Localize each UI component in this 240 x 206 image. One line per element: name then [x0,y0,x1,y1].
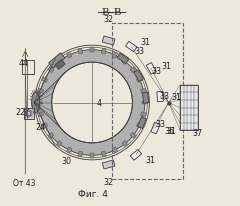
Polygon shape [122,141,128,147]
Polygon shape [130,133,137,139]
Polygon shape [141,89,146,94]
Text: 31: 31 [162,61,172,70]
Bar [180,85,198,131]
Polygon shape [55,60,65,70]
Polygon shape [138,117,146,129]
Bar [24,108,34,119]
Polygon shape [151,123,160,134]
Text: 33: 33 [160,91,170,100]
Text: 31: 31 [166,126,176,135]
Polygon shape [66,53,72,59]
Text: 31: 31 [140,38,150,47]
Polygon shape [146,63,156,75]
Circle shape [39,50,145,156]
Polygon shape [102,49,106,55]
Text: 37: 37 [192,128,203,137]
Ellipse shape [32,93,39,113]
Text: 33: 33 [134,47,144,56]
Text: 32: 32 [103,15,114,24]
Polygon shape [56,59,62,65]
Polygon shape [37,101,42,105]
Text: 31: 31 [145,155,155,164]
Polygon shape [117,54,129,64]
Bar [22,61,34,74]
Polygon shape [90,48,94,53]
Bar [112,24,183,179]
Polygon shape [90,153,94,158]
Polygon shape [157,92,163,102]
Polygon shape [143,93,149,104]
Text: 22: 22 [15,107,25,116]
Text: 30: 30 [61,156,71,165]
Text: 24: 24 [35,123,45,132]
Polygon shape [66,147,72,153]
Text: В–В: В–В [102,8,122,17]
Polygon shape [78,151,83,157]
Polygon shape [78,49,83,55]
Polygon shape [137,77,143,83]
Polygon shape [102,151,106,157]
Polygon shape [137,123,143,129]
Polygon shape [142,101,147,105]
Polygon shape [130,67,137,73]
Polygon shape [112,147,118,153]
Polygon shape [141,112,146,117]
Text: 44: 44 [18,59,28,68]
Polygon shape [134,70,144,82]
Polygon shape [41,77,48,83]
Text: От 43: От 43 [13,179,36,187]
Text: Фиг. 4: Фиг. 4 [78,189,108,198]
Polygon shape [48,67,54,73]
Polygon shape [48,133,54,139]
Polygon shape [126,42,137,53]
Text: 31: 31 [171,92,181,101]
Text: 33: 33 [152,66,162,75]
Polygon shape [112,53,118,59]
Polygon shape [38,112,43,117]
Polygon shape [49,54,65,69]
Polygon shape [102,160,115,169]
Text: 36: 36 [164,126,174,135]
Polygon shape [56,141,62,147]
Polygon shape [41,123,48,129]
Circle shape [52,63,132,143]
Text: 4: 4 [97,98,102,108]
Polygon shape [130,150,142,160]
Polygon shape [102,37,115,46]
Polygon shape [38,89,43,94]
Polygon shape [122,59,128,65]
Text: 32: 32 [103,177,114,186]
Text: 33: 33 [156,119,166,128]
